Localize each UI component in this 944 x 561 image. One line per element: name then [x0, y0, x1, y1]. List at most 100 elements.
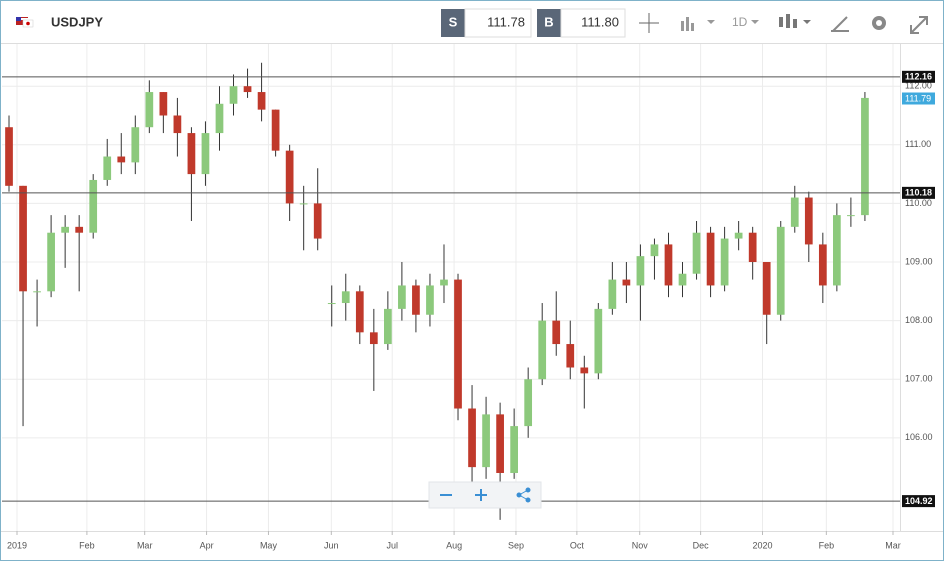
candle-body: [790, 197, 799, 227]
last-price-label: 111.79: [905, 93, 931, 103]
candle-body: [734, 232, 743, 239]
candle-body: [748, 232, 757, 263]
candle-body: [833, 215, 841, 286]
candle-body: [398, 285, 406, 309]
x-tick-label: Dec: [693, 540, 710, 550]
candle-body: [482, 414, 490, 468]
candle-body: [299, 203, 308, 205]
share[interactable]: [516, 487, 531, 503]
x-tick-label: 2020: [752, 540, 772, 550]
candle-body: [678, 273, 687, 286]
level-label: 112.16: [905, 72, 932, 82]
x-tick-label: Apr: [200, 540, 214, 550]
candle-body: [524, 379, 533, 427]
x-tick-label: Aug: [446, 540, 462, 550]
candle-body: [47, 232, 55, 292]
level-badge: [902, 186, 935, 199]
candle-body: [804, 197, 813, 245]
x-tick-label: Nov: [632, 540, 649, 550]
candle-body: [285, 150, 294, 204]
candle-body: [692, 232, 701, 274]
candle-body: [5, 127, 13, 186]
crosshair-button[interactable]: [639, 13, 659, 33]
last-price-badge: [902, 92, 935, 105]
candle-body: [608, 279, 617, 309]
candle-body: [412, 285, 420, 315]
buy-price[interactable]: 111.80: [581, 14, 619, 29]
x-tick-label: Jul: [386, 540, 398, 550]
sell-price[interactable]: 111.78: [487, 14, 525, 29]
level-badge: [902, 70, 935, 83]
buy-button[interactable]: [537, 9, 561, 37]
candle-body: [131, 127, 140, 163]
candle-body: [75, 226, 84, 233]
candle-body: [61, 226, 69, 233]
candle-body: [313, 203, 322, 239]
candle-body: [594, 308, 603, 374]
draw-button[interactable]: [831, 16, 849, 32]
candle-body: [468, 408, 476, 468]
candle-body: [369, 332, 378, 345]
sell-button[interactable]: [441, 9, 465, 37]
candle-body: [243, 86, 252, 93]
x-tick-label: 2019: [7, 540, 27, 550]
x-tick-label: Mar: [137, 540, 153, 550]
chart-type-button[interactable]: [681, 17, 715, 31]
candle-body: [201, 133, 210, 175]
candle-body: [145, 92, 154, 128]
candle-body: [552, 320, 561, 345]
candle-body: [818, 244, 827, 286]
x-tick-label: Feb: [79, 540, 95, 550]
candle-body: [19, 185, 27, 292]
candle-body: [229, 86, 238, 104]
x-tick-label: Oct: [570, 540, 585, 550]
candle-body: [341, 291, 350, 304]
x-tick-label: Jun: [324, 540, 339, 550]
candle-body: [847, 215, 855, 217]
y-tick-label: 107.00: [905, 374, 933, 384]
candle-style-button[interactable]: [779, 14, 811, 28]
x-tick-label: Feb: [819, 540, 835, 550]
sell-price-box[interactable]: [464, 8, 532, 38]
candle-body: [510, 426, 518, 473]
buy-label[interactable]: B: [544, 14, 553, 29]
timeframe-caret[interactable]: [751, 20, 759, 24]
candle-body: [861, 97, 869, 216]
candle-body: [650, 244, 659, 257]
candle-body: [173, 115, 182, 134]
candle-body: [580, 367, 589, 374]
level-badge: [902, 495, 935, 508]
y-tick-label: 109.00: [905, 256, 933, 266]
zoom-controls: [428, 481, 542, 509]
candle-body: [215, 103, 224, 134]
sell-label[interactable]: S: [449, 14, 458, 29]
y-tick-label: 108.00: [905, 315, 933, 325]
candle-body: [327, 303, 336, 305]
expand-button[interactable]: [910, 16, 928, 34]
level-label: 104.92: [905, 496, 933, 506]
timeframe[interactable]: 1D: [732, 15, 748, 29]
grid: 106.00107.00108.00109.00110.00111.00112.…: [2, 44, 933, 550]
level-label: 110.18: [905, 188, 932, 198]
zoom-in[interactable]: [475, 489, 487, 501]
candle-body: [187, 133, 196, 175]
candle-body: [538, 320, 547, 380]
settings-hole: [876, 20, 882, 26]
buy-price-box[interactable]: [560, 8, 626, 38]
y-tick-label: 112.00: [905, 81, 932, 91]
candle-body: [706, 232, 715, 286]
candle-body: [664, 244, 673, 286]
candle-body: [103, 156, 112, 180]
x-tick-label: Mar: [885, 540, 901, 550]
candle-body: [496, 414, 504, 473]
x-tick-label: Sep: [508, 540, 524, 550]
candle-body: [566, 344, 575, 368]
candle-body: [622, 279, 631, 286]
candle-body: [636, 256, 645, 286]
candle-body: [426, 285, 434, 315]
candles: [5, 62, 869, 520]
symbol: USDJPY: [51, 14, 103, 29]
y-tick-label: 110.00: [905, 198, 932, 208]
